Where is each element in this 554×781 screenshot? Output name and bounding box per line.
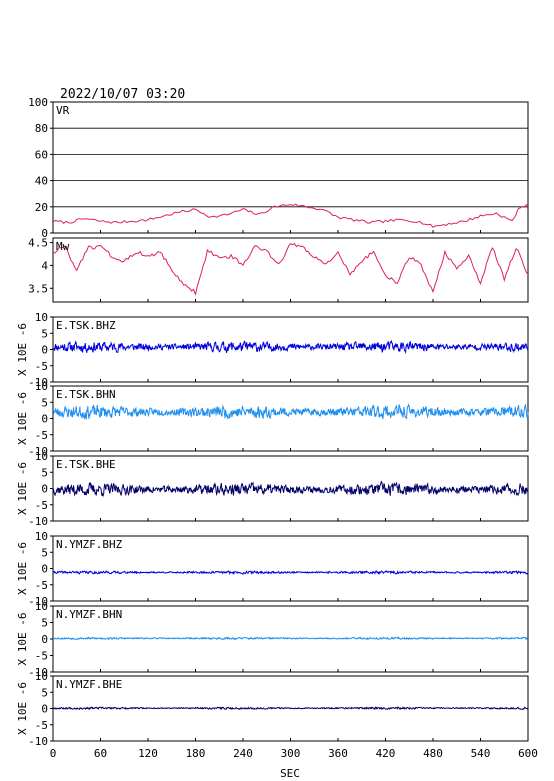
- y-tick-label: 5: [41, 327, 48, 340]
- y-tick-label: 3.5: [28, 282, 48, 295]
- y-tick-label: -10: [28, 666, 48, 679]
- series-line-n-ymzf-bhe: [53, 706, 529, 711]
- x-tick-label: 120: [138, 747, 158, 760]
- y-tick-label: -5: [35, 719, 48, 732]
- y-tick-label: 20: [35, 201, 48, 214]
- panel-e-tsk-bhe: -10 -5 0 5 10 E.TSK.BHE X 10E -6: [16, 450, 529, 528]
- y-tick-label: -5: [35, 429, 48, 442]
- x-tick-label: 480: [423, 747, 443, 760]
- figure-timestamp: 2022/10/07 03:20: [60, 87, 185, 102]
- x-tick-label: 540: [471, 747, 491, 760]
- y-tick-label: 5: [41, 466, 48, 479]
- y-tick-label: 0: [41, 413, 48, 426]
- x-tick-label: 420: [376, 747, 396, 760]
- panel-label: E.TSK.BHZ: [56, 319, 116, 332]
- y-tick-label: 10: [35, 380, 48, 393]
- y-tick-label: 100: [28, 96, 48, 109]
- panel-frame: [52, 237, 529, 303]
- panel-label: Mw: [56, 240, 70, 253]
- panel-e-tsk-bhz: -10 -5 0 5 10 E.TSK.BHZ X 10E -6: [16, 311, 529, 389]
- x-tick-label: 600: [518, 747, 538, 760]
- y-tick-label: 60: [35, 148, 48, 161]
- y-tick-label: 5: [41, 396, 48, 409]
- x-tick-label: 240: [233, 747, 253, 760]
- y-tick-label: 10: [35, 530, 48, 543]
- series-line-e-tsk-bhz: [52, 339, 529, 355]
- y-unit-label: X 10E -6: [16, 462, 29, 515]
- series-line-vr: [52, 203, 529, 228]
- series-line-e-tsk-bhn: [52, 403, 529, 420]
- y-unit-label: X 10E -6: [16, 682, 29, 735]
- y-tick-label: 0: [41, 633, 48, 646]
- y-tick-label: -10: [28, 376, 48, 389]
- y-tick-label: 5: [41, 546, 48, 559]
- panel-frame: [52, 101, 529, 234]
- panel-n-ymzf-bhe: -10 -5 0 5 10 N.YMZF.BHE X 10E -6: [16, 670, 529, 748]
- panel-label: VR: [56, 104, 70, 117]
- panel-label: E.TSK.BHN: [56, 388, 116, 401]
- series-line-mw: [52, 242, 529, 296]
- x-tick-label: 60: [94, 747, 107, 760]
- y-tick-label: -10: [28, 515, 48, 528]
- y-tick-label: -5: [35, 360, 48, 373]
- panel-frame: [52, 385, 529, 452]
- y-unit-label: X 10E -6: [16, 392, 29, 445]
- x-tick-label: 0: [50, 747, 57, 760]
- x-tick-label: 300: [281, 747, 301, 760]
- y-tick-label: 0: [41, 563, 48, 576]
- y-tick-label: 5: [41, 617, 48, 630]
- y-tick-label: -5: [35, 579, 48, 592]
- panel-frame: [52, 316, 529, 383]
- x-tick-label: 180: [186, 747, 206, 760]
- y-tick-label: 0: [41, 703, 48, 716]
- x-axis-label: SEC: [280, 767, 300, 780]
- y-tick-label: 40: [35, 175, 48, 188]
- y-tick-label: 10: [35, 670, 48, 683]
- y-tick-label: 4.5: [28, 237, 48, 250]
- panel-label: N.YMZF.BHZ: [56, 538, 123, 551]
- panel-n-ymzf-bhn: -10 -5 0 5 10 N.YMZF.BHN X 10E -6: [16, 600, 529, 679]
- panel-label: E.TSK.BHE: [56, 458, 116, 471]
- y-tick-label: -5: [35, 650, 48, 663]
- y-tick-label: 10: [35, 600, 48, 613]
- panel-frame: [52, 535, 529, 602]
- panel-label: N.YMZF.BHE: [56, 678, 122, 691]
- panel-e-tsk-bhn: -10 -5 0 5 10 E.TSK.BHN X 10E -6: [16, 380, 529, 458]
- y-unit-label: X 10E -6: [16, 323, 29, 376]
- y-tick-label: 4: [41, 259, 48, 272]
- y-tick-label: -10: [28, 445, 48, 458]
- y-tick-label: 0: [41, 344, 48, 357]
- y-tick-label: -5: [35, 499, 48, 512]
- y-unit-label: X 10E -6: [16, 542, 29, 595]
- y-tick-label: 10: [35, 450, 48, 463]
- y-tick-label: 0: [41, 483, 48, 496]
- series-line-n-ymzf-bhn: [52, 636, 529, 641]
- panel-vr: 0 20 40 60 80 100 VR: [28, 96, 529, 240]
- series-line-n-ymzf-bhz: [52, 570, 529, 575]
- panel-label: N.YMZF.BHN: [56, 608, 122, 621]
- y-tick-label: 80: [35, 122, 48, 135]
- series-line-e-tsk-bhe: [52, 480, 529, 498]
- y-unit-label: X 10E -6: [16, 613, 29, 666]
- y-tick-label: 0: [41, 227, 48, 240]
- panel-n-ymzf-bhz: -10 -5 0 5 10 N.YMZF.BHZ X 10E -6: [16, 530, 529, 608]
- y-tick-label: 5: [41, 686, 48, 699]
- y-tick-label: 10: [35, 311, 48, 324]
- y-tick-label: -10: [28, 595, 48, 608]
- y-tick-label: -10: [28, 735, 48, 748]
- panel-mw: 3.5 4 4.5 Mw: [28, 237, 529, 303]
- x-tick-label: 360: [328, 747, 348, 760]
- x-axis: 0 60 120 180 240 300 360 420 480 540 600: [50, 747, 538, 760]
